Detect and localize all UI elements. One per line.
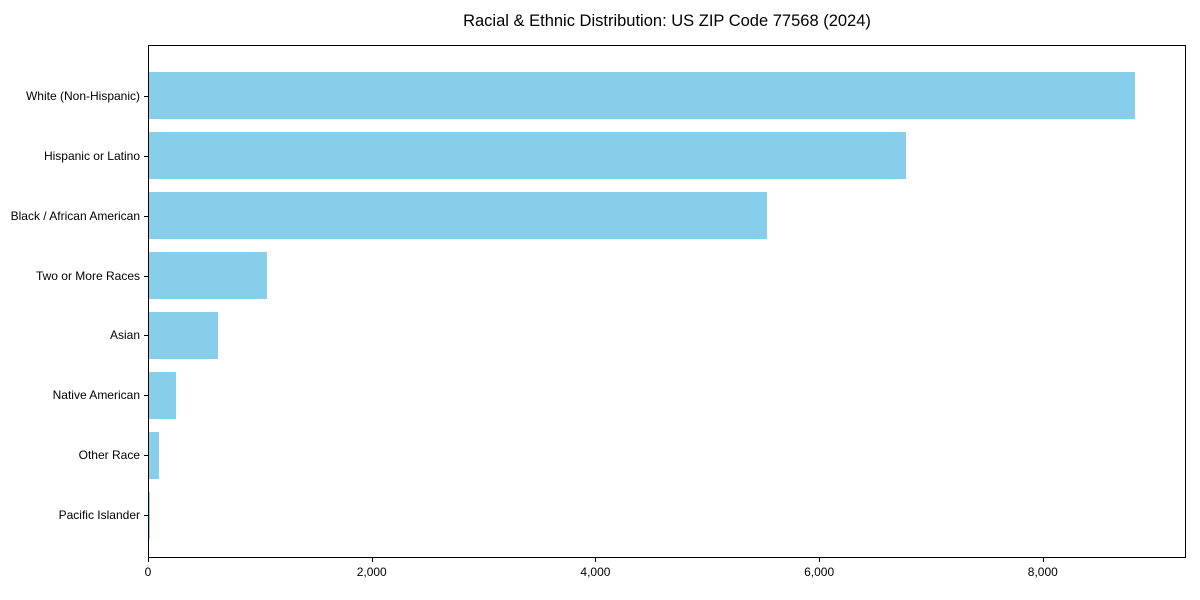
y-tick-label: Asian xyxy=(109,328,140,343)
bar-row: Hispanic or Latino xyxy=(44,126,1185,186)
y-tick-label: Hispanic or Latino xyxy=(43,148,140,163)
bar xyxy=(149,72,1135,120)
bar-row: Black / African American xyxy=(11,186,1185,246)
y-tick-mark xyxy=(144,215,148,217)
bar xyxy=(149,252,268,300)
x-tick-mark xyxy=(371,558,373,562)
bar-row: Other Race xyxy=(79,425,1185,485)
y-tick-label: White (Non-Hispanic) xyxy=(25,88,140,103)
x-tick-mark xyxy=(148,558,149,562)
y-tick-mark xyxy=(144,95,148,97)
y-tick-label: Pacific Islander xyxy=(58,508,140,523)
x-tick-label: 8,000 xyxy=(1027,565,1058,579)
bar xyxy=(149,371,176,419)
bar-rows-container: White (Non-Hispanic) Hispanic or Latino Bl… xyxy=(11,46,1185,557)
chart-title: Racial & Ethnic Distribution: US ZIP Cod… xyxy=(463,12,871,30)
x-tick-label: 0 xyxy=(144,565,152,579)
bar-row: Asian xyxy=(110,306,1185,366)
bar-row: Two or More Races xyxy=(36,246,1185,306)
plot-area: White (Non-Hispanic) Hispanic or Latino Bl… xyxy=(11,45,1186,558)
y-tick-label: Other Race xyxy=(78,448,140,463)
bar xyxy=(149,311,219,359)
x-tick-mark xyxy=(819,558,821,562)
x-tick-mark xyxy=(595,558,597,562)
y-tick-label: Native American xyxy=(52,388,140,403)
y-tick-mark xyxy=(144,455,148,457)
bar-row: Native American xyxy=(53,365,1185,425)
y-tick-mark xyxy=(144,335,148,337)
bar xyxy=(149,192,768,240)
bar-row: White (Non-Hispanic) xyxy=(26,66,1185,126)
x-tick-label: 6,000 xyxy=(804,565,835,579)
bar xyxy=(149,491,151,539)
x-tick-mark xyxy=(1042,558,1044,562)
bar-row: Pacific Islander xyxy=(59,485,1185,545)
bar xyxy=(149,132,906,180)
bar xyxy=(149,431,160,479)
y-tick-label: Two or More Races xyxy=(35,268,140,283)
x-tick-label: 4,000 xyxy=(580,565,611,579)
y-tick-mark xyxy=(144,515,148,517)
y-tick-label: Black / African American xyxy=(10,208,140,223)
x-axis: 0 2,000 4,000 6,000 8,000 xyxy=(144,558,1186,598)
x-tick-label: 2,000 xyxy=(356,565,387,579)
y-tick-mark xyxy=(144,275,148,277)
y-tick-mark xyxy=(144,155,148,157)
y-tick-mark xyxy=(144,395,148,397)
